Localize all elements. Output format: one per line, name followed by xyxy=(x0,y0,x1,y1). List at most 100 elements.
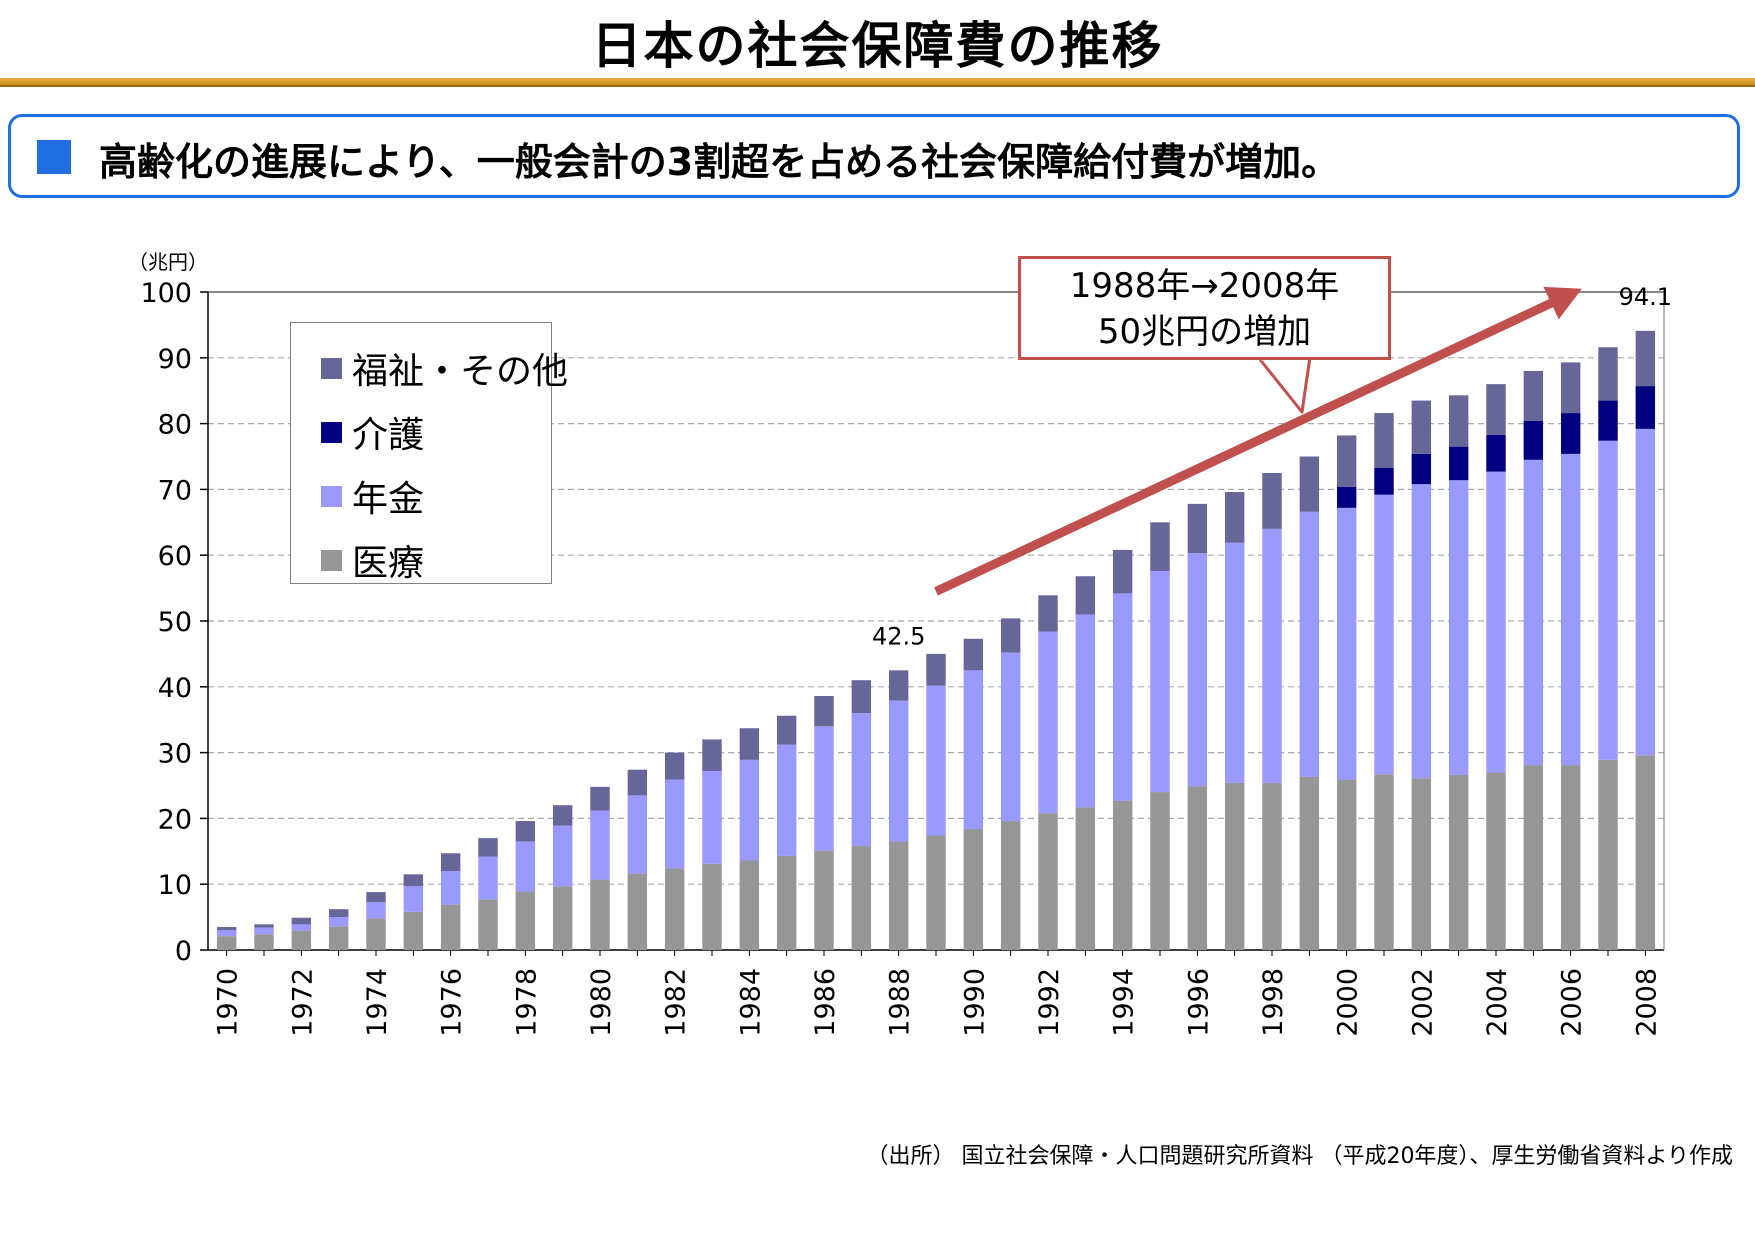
callout-pointer xyxy=(1256,355,1312,414)
bar-segment-medical xyxy=(1262,782,1282,950)
x-tick-label: 2006 xyxy=(1557,968,1588,1037)
bar-segment-pension xyxy=(403,886,424,912)
bar-segment-welfare xyxy=(1000,618,1021,653)
legend-label-pension: 年金 xyxy=(352,479,425,520)
bar-segment-medical xyxy=(216,936,237,950)
bar-segment-pension xyxy=(254,927,274,935)
bar-segment-welfare xyxy=(515,821,536,842)
bar-segment-welfare xyxy=(328,909,349,918)
bar-segment-welfare xyxy=(440,853,461,872)
legend-swatch-medical xyxy=(321,549,342,571)
bar-segment-medical xyxy=(1038,813,1058,950)
legend-label-welfare: 福祉・その他 xyxy=(352,351,569,392)
bar-segment-medical xyxy=(1523,765,1544,950)
bar-segment-medical xyxy=(739,860,760,950)
bar-segment-care xyxy=(1374,467,1394,495)
title-underline xyxy=(0,78,1755,87)
bar-segment-pension xyxy=(1299,511,1320,777)
bar-segment-welfare xyxy=(963,638,984,671)
bar-segment-pension xyxy=(1448,480,1469,775)
bar-segment-pension xyxy=(1112,593,1133,801)
bar-segment-welfare xyxy=(1112,549,1133,594)
bar-segment-medical xyxy=(590,879,610,950)
bar-segment-pension xyxy=(1038,631,1058,814)
x-tick-label: 1986 xyxy=(810,968,841,1037)
bar-segment-medical xyxy=(1150,792,1170,950)
legend-item-pension: 年金 xyxy=(321,471,424,521)
bar-segment-welfare xyxy=(926,653,946,686)
bar-segment-medical xyxy=(1112,800,1133,950)
bar-segment-medical xyxy=(291,930,312,950)
legend-label-care: 介護 xyxy=(352,415,425,456)
bar-segment-welfare xyxy=(1187,503,1208,554)
bar-segment-medical xyxy=(1075,807,1096,950)
bar-segment-care xyxy=(1448,446,1469,481)
bar-segment-pension xyxy=(515,841,536,892)
bar-segment-welfare xyxy=(814,696,834,727)
bar-segment-pension xyxy=(1075,614,1096,808)
bar-segment-pension xyxy=(1187,553,1208,787)
bar-segment-welfare xyxy=(1038,595,1058,632)
bar-segment-pension xyxy=(1411,484,1432,779)
bar-segment-medical xyxy=(776,855,797,950)
y-tick-label: 10 xyxy=(158,870,192,901)
bar-segment-pension xyxy=(1635,428,1656,756)
bar-segment-medical xyxy=(366,918,386,950)
bar-segment-medical xyxy=(963,828,984,950)
bar-segment-medical xyxy=(1374,774,1394,950)
summary-text: 高齢化の進展により、一般会計の3割超を占める社会保障給付費が増加。 xyxy=(99,140,1340,184)
bar-segment-welfare xyxy=(1523,370,1544,421)
callout-line-1: 1988年→2008年 xyxy=(1069,266,1340,306)
bar-segment-welfare xyxy=(1635,330,1656,387)
bar-segment-medical xyxy=(1560,765,1581,950)
source-note: （出所） 国立社会保障・人口問題研究所資料 （平成20年度）、厚生労働省資料より… xyxy=(866,1144,1733,1169)
bar-segment-welfare xyxy=(403,874,424,887)
bar-segment-pension xyxy=(1523,459,1544,766)
data-label-1988: 42.5 xyxy=(872,622,925,650)
bar-segment-pension xyxy=(664,779,685,869)
trend-arrow-head xyxy=(1543,286,1582,320)
bar-segment-welfare xyxy=(1448,395,1469,447)
bar-segment-pension xyxy=(1374,494,1394,775)
x-tick-label: 1988 xyxy=(885,968,916,1037)
x-tick-label: 1972 xyxy=(287,968,318,1037)
bar-segment-pension xyxy=(702,771,722,864)
y-tick-label: 20 xyxy=(158,804,192,835)
x-tick-label: 1984 xyxy=(735,968,766,1037)
bar-segment-pension xyxy=(1000,652,1021,822)
bar-segment-welfare xyxy=(1150,522,1170,571)
legend-item-medical: 医療 xyxy=(321,535,424,585)
x-tick-label: 2008 xyxy=(1631,968,1662,1037)
bar-segment-welfare xyxy=(664,752,685,780)
bar-segment-medical xyxy=(1411,778,1432,950)
bar-segment-medical xyxy=(1187,786,1208,950)
bar-segment-welfare xyxy=(1598,347,1618,401)
y-tick-label: 50 xyxy=(158,607,192,638)
bar-segment-welfare xyxy=(776,715,797,745)
bar-segment-medical xyxy=(478,899,498,950)
y-tick-label: 60 xyxy=(158,541,192,572)
bar-segment-medical xyxy=(1635,755,1656,950)
x-tick-label: 1994 xyxy=(1109,968,1140,1037)
bar-segment-medical xyxy=(254,934,274,950)
bar-segment-welfare xyxy=(1411,400,1432,454)
bar-segment-care xyxy=(1486,434,1506,472)
bar-segment-pension xyxy=(1486,471,1506,773)
bar-segment-medical xyxy=(403,911,424,950)
bar-segment-care xyxy=(1336,486,1357,508)
bar-segment-care xyxy=(1635,386,1656,429)
y-tick-label: 100 xyxy=(140,278,192,309)
bar-segment-pension xyxy=(814,726,834,851)
chart-legend: 福祉・その他 介護 年金 医療 xyxy=(290,322,568,585)
y-tick-label: 40 xyxy=(158,673,192,704)
legend-item-welfare: 福祉・その他 xyxy=(321,343,568,393)
bar-segment-care xyxy=(1560,413,1581,454)
bar-segment-pension xyxy=(1262,528,1282,783)
x-tick-label: 1998 xyxy=(1258,968,1289,1037)
y-tick-label: 90 xyxy=(158,344,192,375)
x-tick-label: 2002 xyxy=(1407,968,1438,1037)
bar-segment-pension xyxy=(552,825,573,887)
x-tick-label: 1996 xyxy=(1183,968,1214,1037)
bar-segment-welfare xyxy=(1299,456,1320,512)
x-tick-label: 1974 xyxy=(362,968,393,1037)
